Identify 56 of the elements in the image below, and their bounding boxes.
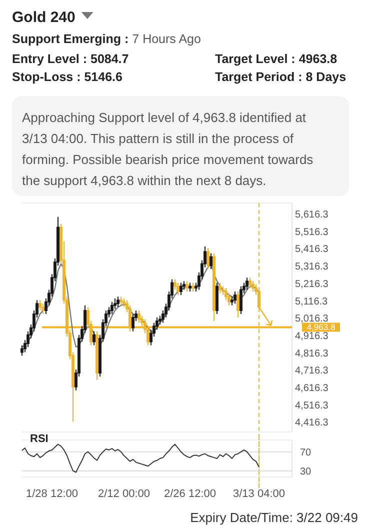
y-tick-label: 5,016.3 (295, 314, 329, 325)
candlestick (192, 282, 194, 292)
y-tick-label: 5,516.3 (295, 226, 329, 238)
candlestick (116, 296, 120, 308)
text: Support Emerging : 7 Hours Ago (12, 32, 201, 46)
candlestick (234, 290, 236, 304)
x-tick-label: 2/26 12:00 (164, 488, 216, 500)
text: Entry Level : 5084.7 (12, 52, 129, 66)
y-tick-label: 30 (300, 466, 312, 478)
text: Gold 240 (12, 9, 76, 26)
y-tick-label: 5,216.3 (295, 278, 329, 290)
candlestick (210, 252, 212, 270)
candlestick (42, 303, 44, 315)
y-tick-label: 4,416.3 (295, 418, 329, 429)
candlestick (132, 314, 134, 332)
candlestick (240, 286, 242, 315)
candlestick (96, 330, 98, 380)
candlestick (38, 300, 42, 312)
line-series (21, 263, 260, 348)
y-tick-label: 5,116.3 (295, 296, 328, 308)
y-tick-label: 4,816.3 (295, 348, 329, 360)
y-tick-label: 4,616.3 (295, 383, 329, 394)
text: Target Period : 8 Days (215, 70, 346, 84)
ref-line-label: 4,963.8 (306, 322, 336, 332)
y-tick-label: 4,916.3 (295, 330, 329, 342)
candlestick (138, 310, 140, 324)
x-tick-label: 1/28 12:00 (26, 488, 78, 500)
x-tick-label: 3/13 04:00 (233, 488, 285, 500)
y-tick-label: 5,616.3 (295, 210, 329, 221)
candlestick (216, 282, 218, 315)
candlestick (246, 277, 248, 290)
x-tick-label: 2/12 00:00 (98, 488, 150, 500)
line-series (22, 444, 260, 473)
text: Expiry Date/Time: 3/22 09:49 (190, 510, 358, 525)
candlestick (236, 290, 240, 318)
candlestick (248, 277, 252, 289)
candlestick (252, 280, 254, 292)
y-tick-label: 70 (300, 447, 312, 458)
candlestick (180, 282, 182, 296)
y-tick-label: 5,416.3 (295, 244, 329, 256)
chart-title: RSI (30, 433, 48, 445)
candlestick (176, 282, 180, 296)
candlestick (206, 248, 210, 270)
text: Target Level : 4963.8 (215, 52, 338, 66)
candlestick (120, 296, 122, 306)
candlestick (186, 280, 188, 292)
candlestick (188, 282, 192, 292)
candlestick (92, 330, 96, 346)
candlestick (110, 301, 114, 315)
y-tick-label: 4,516.3 (295, 400, 329, 412)
y-tick-label: 5,316.3 (295, 262, 329, 273)
text: Stop-Loss : 5146.6 (12, 70, 123, 84)
candlestick (212, 252, 216, 322)
y-tick-label: 4,716.3 (295, 366, 329, 377)
candlestick (218, 282, 222, 294)
text: Approaching Support level of 4,963.8 identified at 3/13 04:00. This pattern is still in the process of forming. Possible bearish price movement towards the support 4,963.8 within the next 8 days. (22, 110, 314, 188)
